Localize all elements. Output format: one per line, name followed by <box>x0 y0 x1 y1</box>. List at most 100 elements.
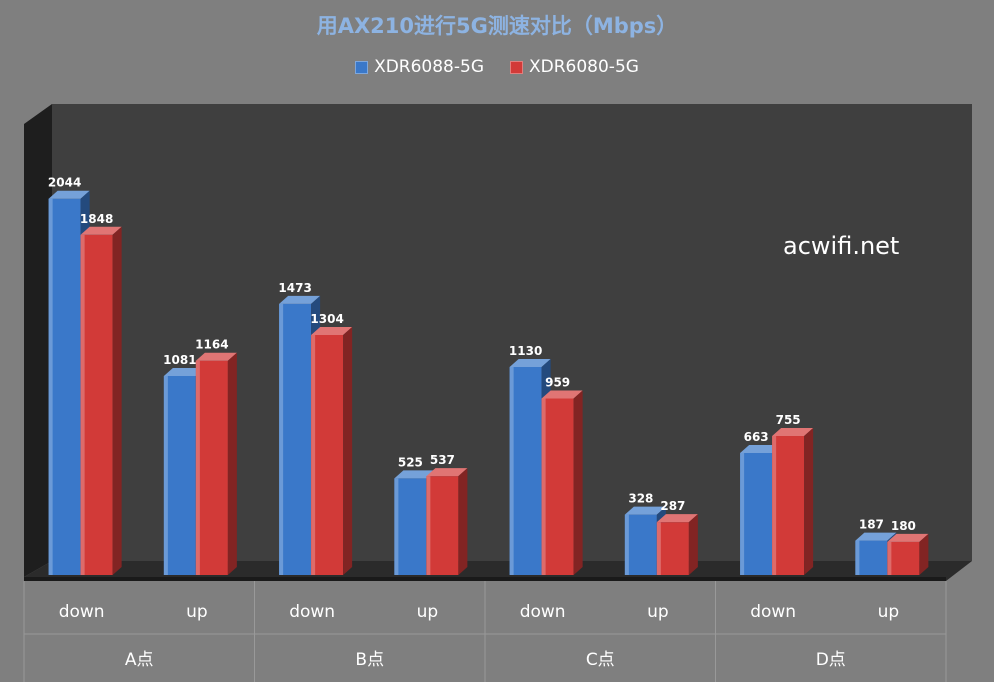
bar-top <box>80 226 122 235</box>
bar-top <box>541 390 583 399</box>
bar-side <box>573 390 583 575</box>
x-tick-label: up <box>417 602 439 622</box>
bar-xdr6080-1: 1164 <box>195 338 237 575</box>
bar-front <box>740 452 773 575</box>
data-label: 187 <box>859 518 884 532</box>
x-group-label: D点 <box>816 650 846 670</box>
legend-label-series-2: XDR6080-5G <box>529 57 639 77</box>
bar-highlight <box>509 366 514 575</box>
bar-xdr6080-7: 180 <box>887 519 929 575</box>
floor-edge <box>24 577 946 581</box>
data-label: 328 <box>628 492 653 506</box>
x-tick-label: down <box>59 602 105 622</box>
legend-item-series-1: XDR6088-5G <box>355 57 484 77</box>
legend: XDR6088-5G XDR6080-5G <box>0 57 994 77</box>
bar-side <box>804 428 814 575</box>
x-tick-label: up <box>186 602 208 622</box>
bar-xdr6080-0: 1848 <box>80 212 122 576</box>
x-group-label: A点 <box>125 650 154 670</box>
bar-front <box>772 436 805 575</box>
data-label: 537 <box>430 453 455 467</box>
bar-top <box>426 468 468 477</box>
bar-highlight <box>772 436 777 575</box>
data-label: 1848 <box>80 212 113 226</box>
bar-side <box>227 352 237 575</box>
bar-highlight <box>163 375 168 575</box>
bar-front <box>195 360 228 575</box>
bar-side <box>343 326 353 575</box>
bar-highlight <box>541 398 546 575</box>
bar-xdr6088-2: 1473 <box>278 281 321 575</box>
x-tick-label: up <box>647 602 669 622</box>
bar-front <box>394 478 427 575</box>
bar-top <box>887 533 929 542</box>
data-label: 1473 <box>278 281 311 295</box>
data-label: 1164 <box>195 338 228 352</box>
bar-top <box>195 352 237 361</box>
bar-side <box>688 514 698 575</box>
bar-front <box>855 540 888 575</box>
bar-top <box>394 470 436 479</box>
bar-front <box>541 398 574 575</box>
bar-top <box>163 367 205 376</box>
legend-swatch-series-1 <box>355 60 369 74</box>
bar-highlight <box>656 522 661 575</box>
bar-front <box>624 514 657 575</box>
x-tick-label: down <box>520 602 566 622</box>
bar-top <box>855 532 897 541</box>
bar-front <box>279 303 312 575</box>
chart-title: 用AX210进行5G测速对比（Mbps） <box>316 14 678 38</box>
x-group-label: C点 <box>586 650 615 670</box>
bar-front <box>509 366 542 575</box>
side-wall <box>24 104 52 577</box>
bar-highlight <box>740 452 745 575</box>
data-label: 2044 <box>48 176 81 190</box>
bar-xdr6080-4: 959 <box>541 375 583 575</box>
x-group-label: B点 <box>355 650 384 670</box>
bar-top <box>772 428 814 437</box>
bar-front <box>311 334 344 575</box>
bar-highlight <box>624 514 629 575</box>
bar-highlight <box>855 540 860 575</box>
bar-top <box>624 506 666 515</box>
data-label: 1304 <box>310 312 343 326</box>
bar-highlight <box>887 541 892 575</box>
bar-top <box>279 295 321 304</box>
legend-swatch-series-2 <box>510 60 523 74</box>
bar-top <box>656 514 698 523</box>
bar-top <box>311 326 353 335</box>
bar-side <box>112 226 122 576</box>
bar-highlight <box>311 334 316 575</box>
bar-highlight <box>195 360 200 575</box>
bar-highlight <box>279 303 284 575</box>
bar-side <box>458 468 468 575</box>
bar-highlight <box>48 198 53 575</box>
bar-front <box>656 522 689 575</box>
bar-top <box>740 444 782 453</box>
bar-highlight <box>426 476 431 575</box>
bar-highlight <box>80 234 85 576</box>
bar-highlight <box>394 478 399 575</box>
x-tick-label: down <box>289 602 335 622</box>
data-label: 180 <box>891 519 916 533</box>
bar-front <box>48 198 81 575</box>
x-tick-label: up <box>878 602 900 622</box>
data-label: 287 <box>660 499 685 513</box>
bar-top <box>48 190 90 199</box>
legend-item-series-2: XDR6080-5G <box>510 57 639 77</box>
bar-front <box>426 476 459 575</box>
x-tick-label: down <box>750 602 796 622</box>
legend-label-series-1: XDR6088-5G <box>374 57 484 77</box>
bar-xdr6080-5: 287 <box>656 499 698 575</box>
bar-front <box>887 541 920 575</box>
bar-xdr6080-6: 755 <box>772 413 814 575</box>
data-label: 959 <box>545 375 570 389</box>
data-label: 755 <box>776 413 801 427</box>
bar-side <box>919 533 929 575</box>
data-label: 663 <box>744 430 769 444</box>
data-label: 1081 <box>163 353 196 367</box>
bar-front <box>163 375 196 575</box>
floor <box>24 561 972 581</box>
data-label: 525 <box>398 455 423 469</box>
